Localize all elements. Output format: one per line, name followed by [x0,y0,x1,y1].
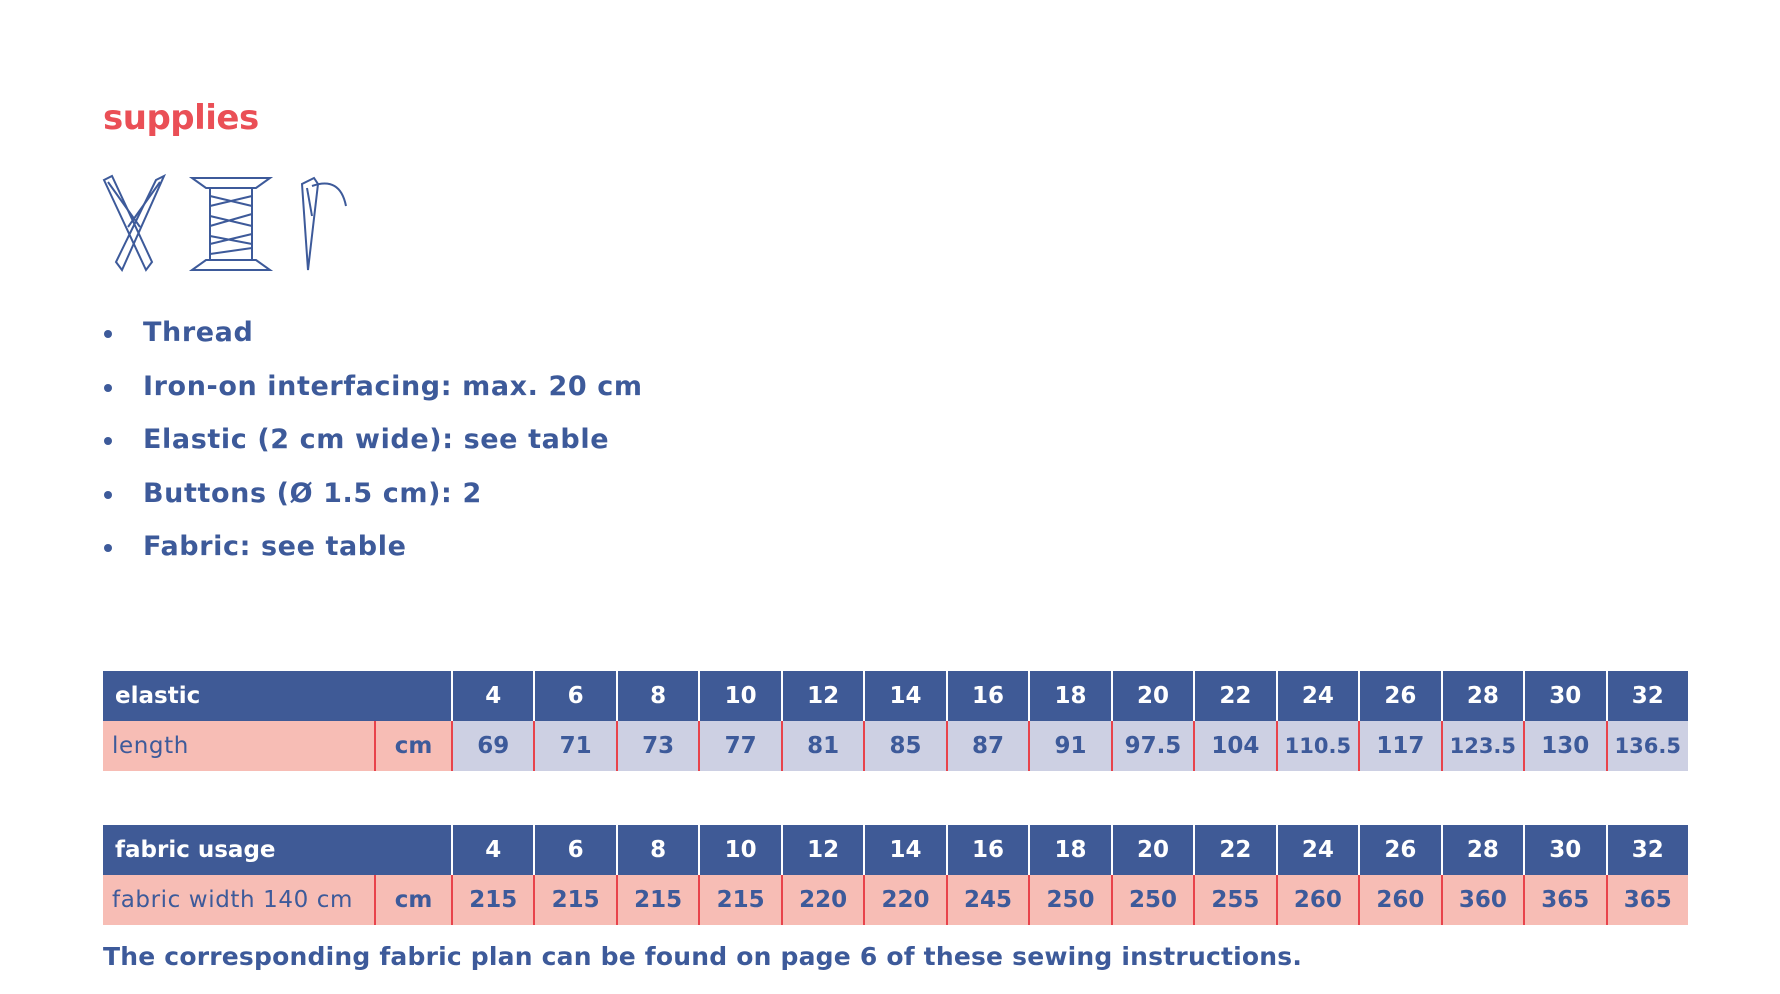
size-header: 24 [1275,825,1359,875]
supply-item: Buttons (Ø 1.5 cm): 2 [103,474,643,528]
size-header: 10 [698,671,781,721]
size-value: 91 [1028,721,1111,771]
needle-icon [300,176,347,271]
size-value: 215 [533,875,616,925]
size-value: 85 [863,721,946,771]
size-header: 16 [945,825,1029,875]
size-header: 12 [780,825,864,875]
size-value: 110.5 [1275,721,1359,771]
size-value: 97.5 [1110,721,1194,771]
size-value: 71 [533,721,616,771]
size-value: 260 [1358,875,1441,925]
size-header: 30 [1523,671,1606,721]
title: supplies [103,98,259,138]
value-row: fabric width 140 cm cm 215 215 215 215 220 220 2… [103,875,1688,925]
size-value: 123.5 [1440,721,1524,771]
table-header: fabric usage [103,825,451,875]
size-header: 28 [1440,825,1524,875]
supply-item: Iron-on interfacing: max. 20 cm [103,367,643,421]
size-value: 77 [698,721,781,771]
size-value: 73 [615,721,699,771]
size-value: 87 [945,721,1029,771]
size-header: 8 [615,825,699,875]
unit: cm [374,721,451,771]
size-value: 215 [698,875,781,925]
size-header: 6 [533,825,616,875]
size-header: 16 [945,671,1029,721]
row-label: length [103,721,374,771]
supplies-list: Thread Iron-on interfacing: max. 20 cm Ela… [103,313,643,581]
size-header: 4 [451,671,534,721]
size-value: 104 [1193,721,1276,771]
size-table: elastic 4 6 8 10 12 14 16 18 20 22 24 26 28 30 32 length… [103,671,1688,771]
size-header: 8 [615,671,699,721]
size-value: 250 [1110,875,1194,925]
size-header: 24 [1275,671,1359,721]
size-header: 14 [863,825,946,875]
scissors-icon [102,173,167,272]
size-header: 32 [1605,825,1688,875]
unit: cm [374,875,451,925]
size-header: 26 [1358,671,1441,721]
size-header: 22 [1193,671,1276,721]
size-header: 6 [533,671,616,721]
size-header: 28 [1440,671,1524,721]
size-header: 4 [451,825,534,875]
size-table: fabric usage 4 6 8 10 12 14 16 18 20 22 24 26 28 30 32 f… [103,825,1688,925]
size-value: 117 [1358,721,1441,771]
size-value: 365 [1523,875,1606,925]
size-value: 215 [615,875,699,925]
value-row: length cm 69 71 73 77 81 85 87 91 97.5 104 110.5 117 1… [103,721,1688,771]
supply-item: Thread [103,313,643,367]
size-header: 30 [1523,825,1606,875]
size-value: 220 [780,875,864,925]
size-value: 260 [1275,875,1359,925]
size-value: 220 [863,875,946,925]
size-value: 360 [1440,875,1524,925]
supply-item: Elastic (2 cm wide): see table [103,420,643,474]
size-header: 20 [1110,825,1194,875]
footnote: The corresponding fabric plan can be fou… [103,942,1303,971]
size-header: 12 [780,671,864,721]
size-value: 255 [1193,875,1276,925]
table-header: elastic [103,671,451,721]
row-label: fabric width 140 cm [103,875,374,925]
spool-icon [188,177,274,271]
header-row: elastic 4 6 8 10 12 14 16 18 20 22 24 26 28 30 32 [103,671,1688,721]
size-header: 10 [698,825,781,875]
supply-item: Fabric: see table [103,527,643,581]
header-row: fabric usage 4 6 8 10 12 14 16 18 20 22 24 26 28 30 32 [103,825,1688,875]
size-header: 14 [863,671,946,721]
supply-icons [102,173,347,272]
size-value: 136.5 [1605,721,1688,771]
size-value: 245 [945,875,1029,925]
size-header: 26 [1358,825,1441,875]
size-value: 365 [1605,875,1688,925]
size-header: 32 [1605,671,1688,721]
size-value: 250 [1028,875,1111,925]
size-value: 81 [780,721,864,771]
size-value: 215 [451,875,534,925]
size-value: 130 [1523,721,1606,771]
size-header: 18 [1028,825,1111,875]
size-header: 20 [1110,671,1194,721]
size-header: 18 [1028,671,1111,721]
size-header: 22 [1193,825,1276,875]
size-value: 69 [451,721,534,771]
